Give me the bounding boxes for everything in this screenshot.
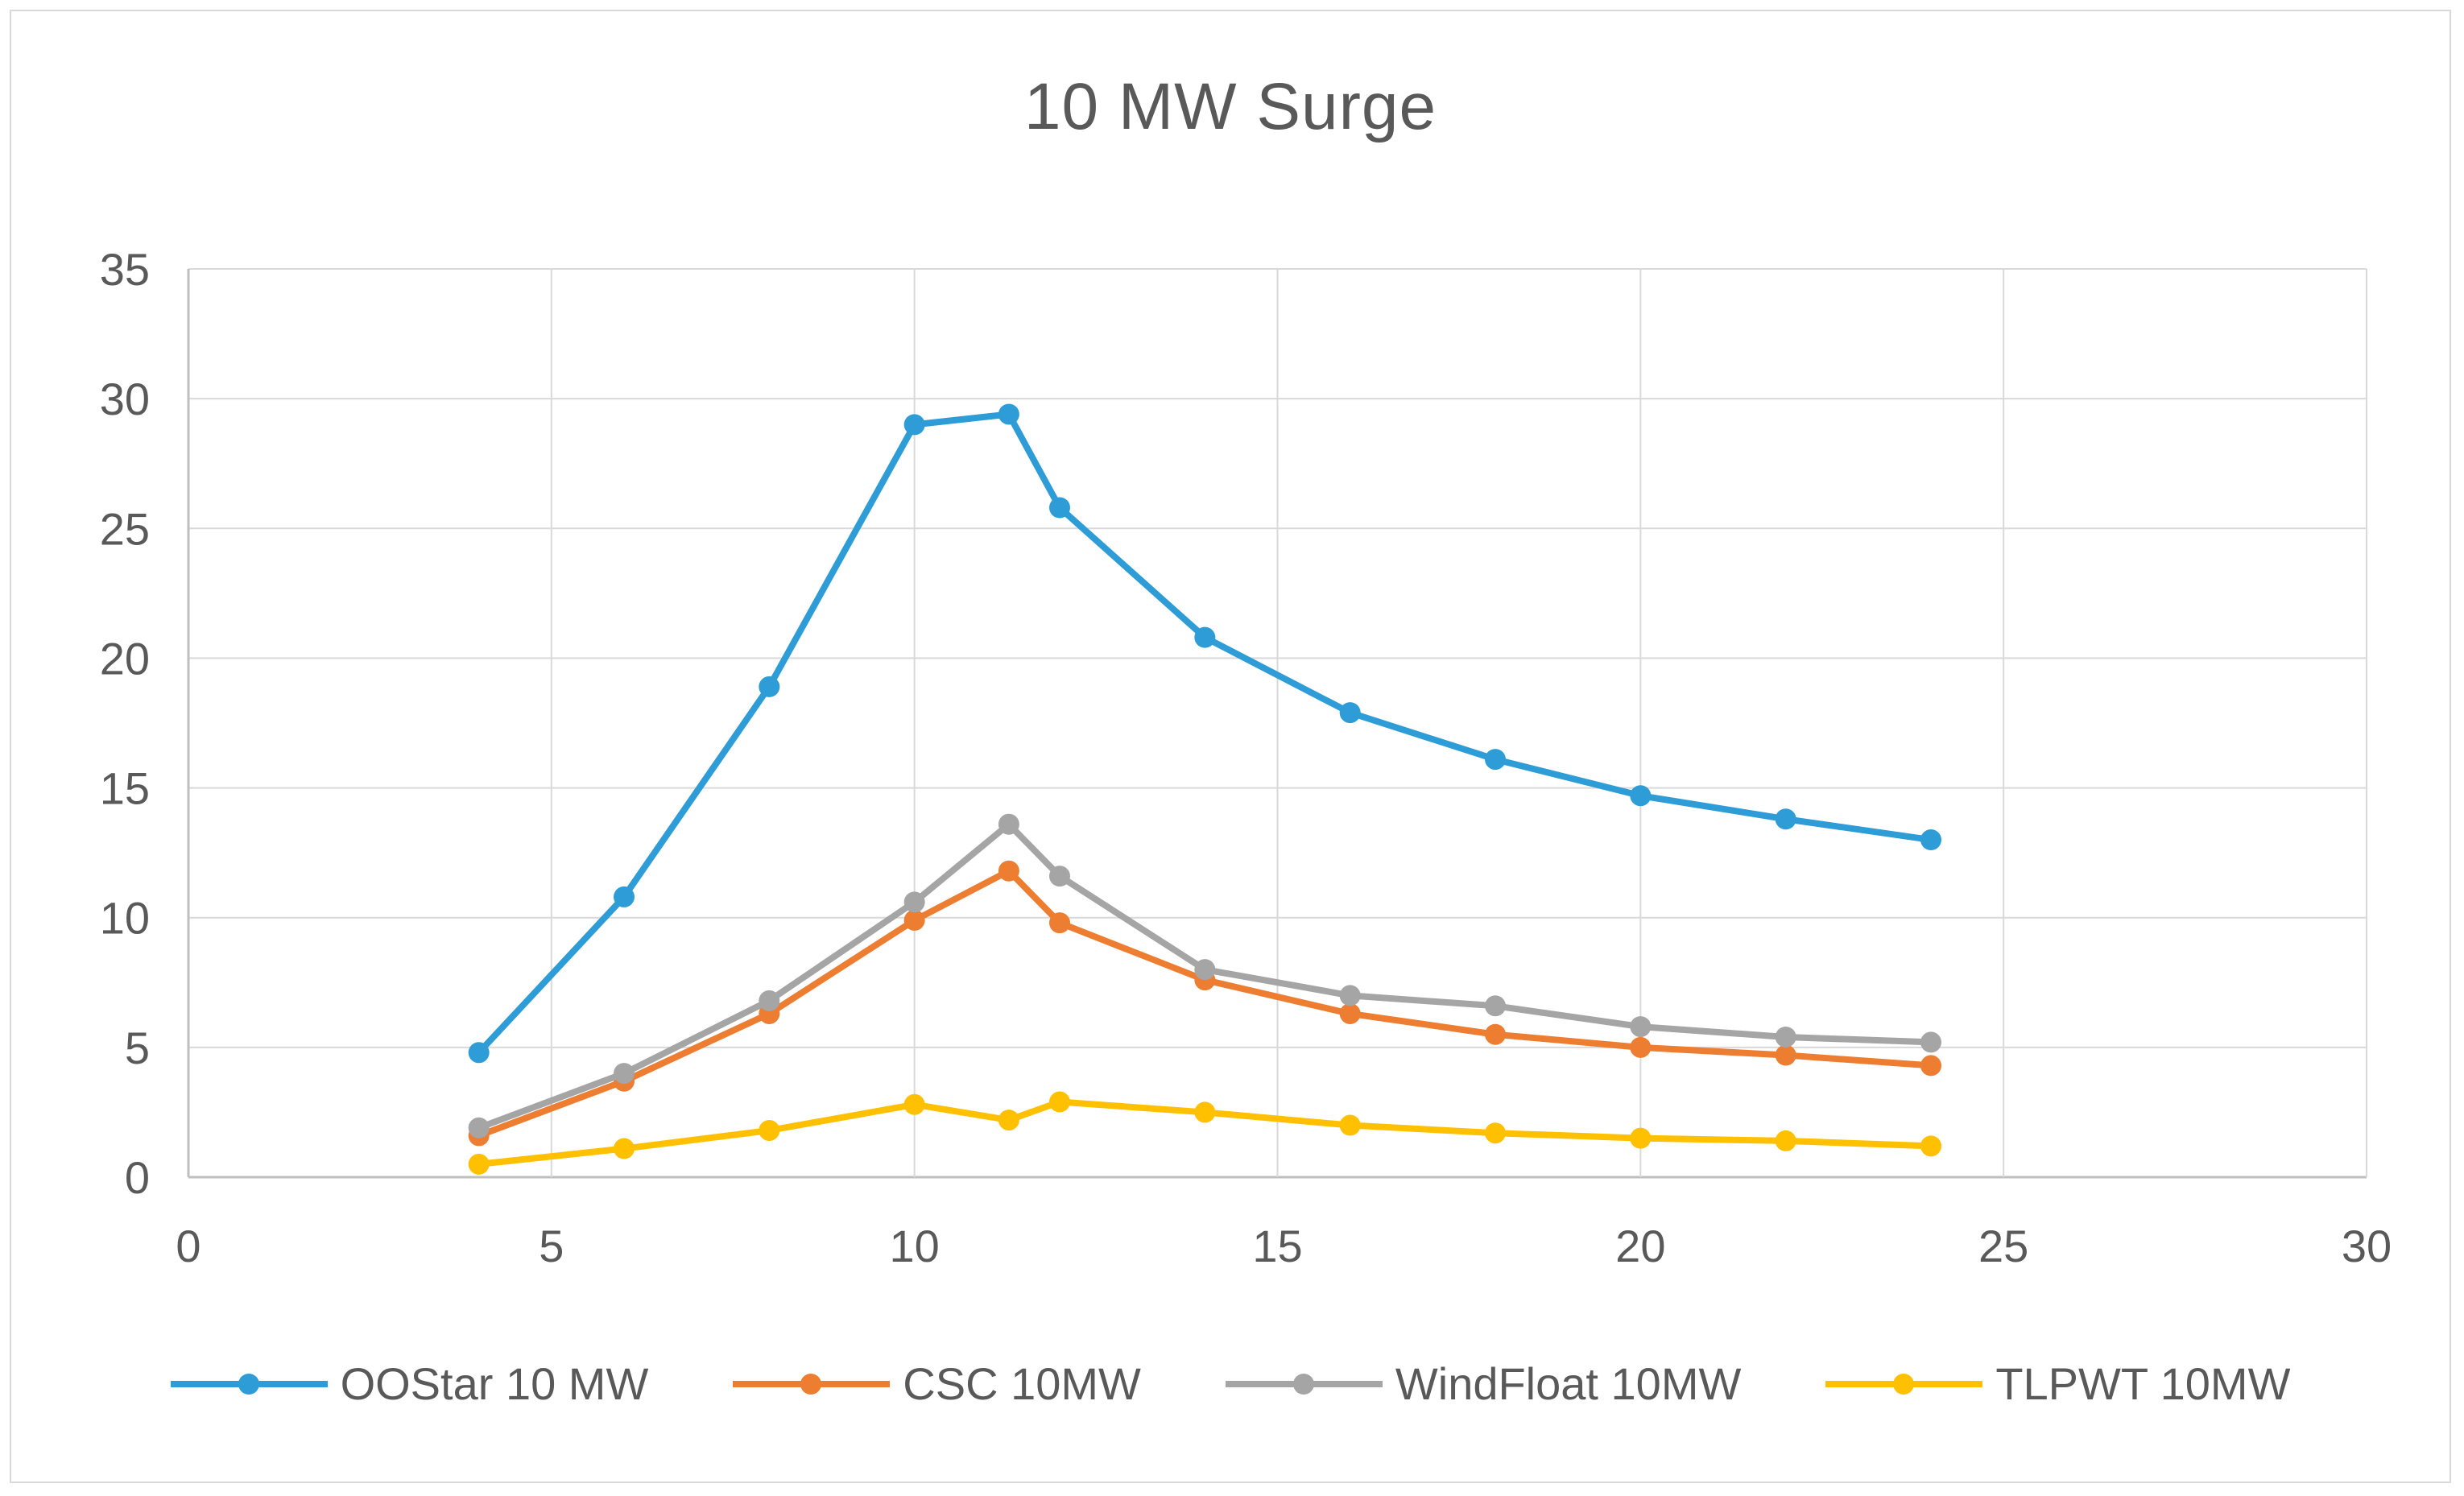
legend-label: WindFloat 10MW [1395, 1358, 1742, 1409]
series-line-tlpwt-10mw [475, 1098, 1934, 1167]
data-point-csc-10mw [1630, 1036, 1652, 1058]
data-point-oostar-10-mw [1339, 702, 1361, 724]
legend-swatch-windfloat-10mw [1225, 1373, 1383, 1395]
x-tick-label: 20 [1615, 1221, 1665, 1271]
data-point-windfloat-10mw [759, 990, 780, 1011]
y-tick-label: 5 [125, 1023, 150, 1073]
y-tick-label: 35 [100, 244, 150, 295]
data-point-tlpwt-10mw [759, 1119, 780, 1141]
x-tick-label: 15 [1252, 1221, 1302, 1271]
data-point-oostar-10-mw [468, 1042, 490, 1064]
data-point-csc-10mw [1049, 912, 1070, 934]
x-tick-label: 30 [2342, 1221, 2392, 1271]
data-point-oostar-10-mw [903, 414, 925, 436]
legend-label: CSC 10MW [903, 1358, 1141, 1409]
series-line-csc-10mw [475, 867, 1934, 1139]
data-point-oostar-10-mw [1485, 749, 1506, 771]
x-tick-label: 25 [1978, 1221, 2028, 1271]
legend-swatch-oostar-10-mw [170, 1373, 328, 1395]
data-point-csc-10mw [1920, 1055, 1941, 1077]
legend: OOStar 10 MW CSC 10MW WindFloat 10MW TLPWT … [11, 1358, 2450, 1410]
data-point-oostar-10-mw [1630, 785, 1652, 807]
data-point-tlpwt-10mw [1049, 1091, 1070, 1113]
data-point-csc-10mw [1775, 1044, 1796, 1066]
legend-item-tlpwt-10mw: TLPWT 10MW [1825, 1358, 2290, 1410]
data-point-windfloat-10mw [1339, 985, 1361, 1006]
data-point-csc-10mw [998, 860, 1019, 882]
data-point-oostar-10-mw [759, 676, 780, 697]
x-tick-label: 10 [890, 1221, 940, 1271]
y-tick-label: 15 [100, 763, 150, 814]
data-point-tlpwt-10mw [468, 1153, 490, 1175]
y-tick-label: 0 [125, 1152, 150, 1203]
y-tick-label: 25 [100, 503, 150, 554]
data-point-windfloat-10mw [1920, 1031, 1941, 1053]
data-point-tlpwt-10mw [903, 1093, 925, 1115]
legend-item-csc-10mw: CSC 10MW [733, 1358, 1141, 1410]
data-point-windfloat-10mw [998, 813, 1019, 835]
chart-panel: 0 5 10 15 20 25 30 35 0 5 10 15 20 25 30 10 MW Surge O… [10, 10, 2451, 1483]
data-point-windfloat-10mw [1630, 1016, 1652, 1038]
data-point-csc-10mw [1339, 1002, 1361, 1024]
data-point-oostar-10-mw [1775, 808, 1796, 830]
data-point-oostar-10-mw [1194, 626, 1216, 648]
x-tick-label: 5 [539, 1221, 564, 1271]
data-point-windfloat-10mw [1485, 995, 1506, 1017]
data-point-tlpwt-10mw [998, 1110, 1019, 1131]
data-point-oostar-10-mw [998, 403, 1019, 425]
y-tick-label: 20 [100, 633, 150, 684]
legend-item-oostar-10-mw: OOStar 10 MW [170, 1358, 649, 1410]
y-tick-label: 30 [100, 374, 150, 424]
data-point-windfloat-10mw [614, 1063, 635, 1085]
chart-title: 10 MW Surge [1023, 70, 1437, 143]
data-point-windfloat-10mw [468, 1117, 490, 1139]
data-point-tlpwt-10mw [1630, 1127, 1652, 1149]
legend-item-windfloat-10mw: WindFloat 10MW [1225, 1358, 1742, 1410]
data-point-tlpwt-10mw [614, 1138, 635, 1159]
data-point-csc-10mw [903, 909, 925, 931]
data-point-csc-10mw [1485, 1023, 1506, 1045]
data-point-tlpwt-10mw [1339, 1114, 1361, 1136]
legend-label: TLPWT 10MW [1995, 1358, 2291, 1409]
data-point-windfloat-10mw [1775, 1026, 1796, 1048]
data-point-tlpwt-10mw [1194, 1101, 1216, 1123]
legend-swatch-tlpwt-10mw [1825, 1373, 1983, 1395]
data-point-windfloat-10mw [903, 891, 925, 913]
data-point-oostar-10-mw [1049, 497, 1070, 519]
x-tick-label: 0 [176, 1221, 201, 1271]
plot-area: 0 5 10 15 20 25 30 35 0 5 10 15 20 25 30 [100, 244, 2392, 1271]
series-line-windfloat-10mw [475, 820, 1934, 1131]
legend-label: OOStar 10 MW [340, 1358, 649, 1409]
data-point-tlpwt-10mw [1485, 1122, 1506, 1144]
data-point-windfloat-10mw [1049, 866, 1070, 887]
legend-swatch-csc-10mw [733, 1373, 891, 1395]
series-line-oostar-10-mw [475, 411, 1934, 1056]
data-point-oostar-10-mw [614, 886, 635, 907]
y-tick-label: 10 [100, 893, 150, 944]
data-point-tlpwt-10mw [1775, 1130, 1796, 1151]
data-point-tlpwt-10mw [1920, 1135, 1941, 1157]
data-point-oostar-10-mw [1920, 829, 1941, 851]
data-point-windfloat-10mw [1194, 959, 1216, 981]
